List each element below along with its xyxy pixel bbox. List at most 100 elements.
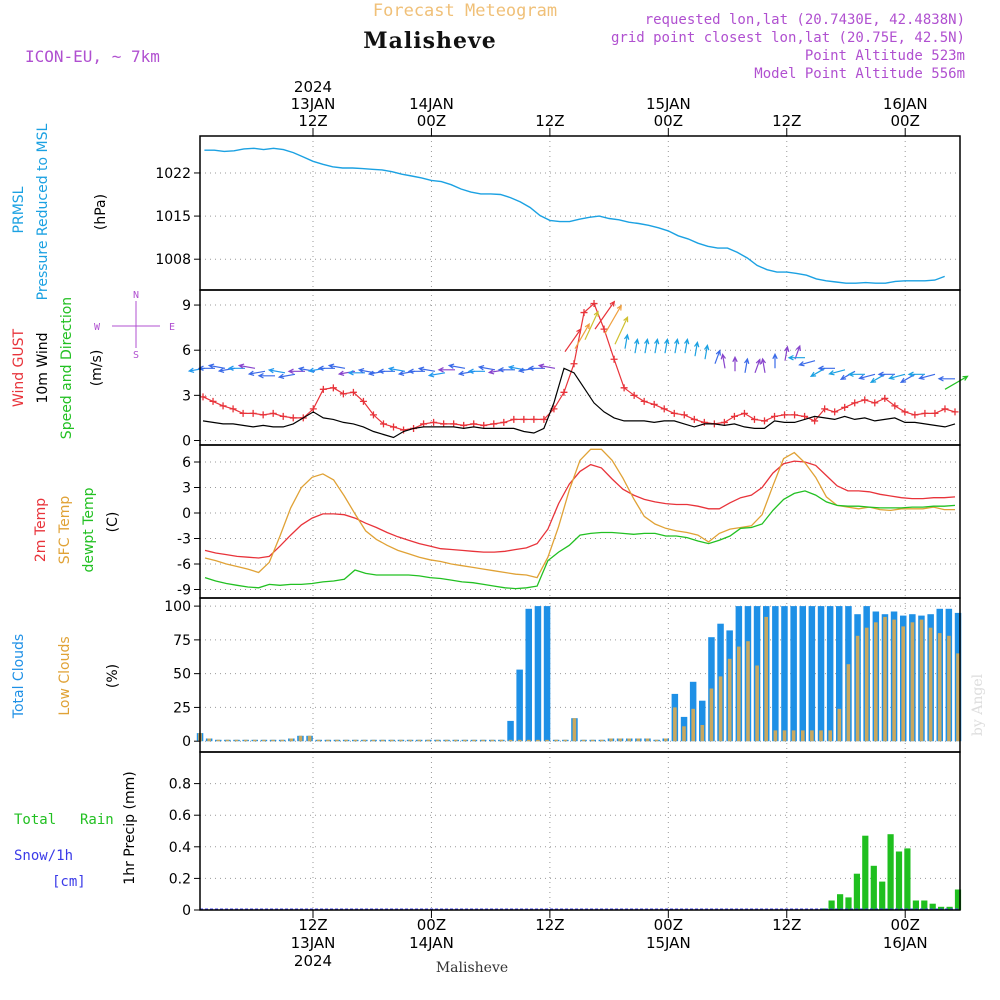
gust-marker bbox=[390, 423, 398, 431]
data-layer bbox=[187, 147, 969, 910]
gust-marker bbox=[470, 420, 478, 428]
low-cloud-bar bbox=[892, 619, 896, 742]
low-cloud-bar bbox=[645, 738, 650, 742]
pressure-label-2: Pressure Reduced to MSL bbox=[35, 123, 51, 300]
low-cloud-bar bbox=[554, 739, 558, 742]
top-time-label: 15JAN bbox=[646, 95, 691, 113]
top-time-label: 00Z bbox=[417, 112, 446, 130]
gust-marker bbox=[660, 405, 668, 413]
low-cloud-bar bbox=[380, 739, 385, 742]
wind-arrow bbox=[754, 358, 761, 374]
gust-marker bbox=[871, 399, 879, 407]
temp-dewpt-line bbox=[204, 490, 956, 590]
gust-marker bbox=[730, 412, 738, 420]
gust-marker bbox=[670, 409, 678, 417]
low-cloud-bar bbox=[563, 739, 568, 742]
gust-marker bbox=[379, 420, 387, 428]
low-cloud-bar bbox=[326, 739, 330, 742]
wind-arrow bbox=[467, 368, 485, 374]
low-cloud-bar bbox=[956, 653, 960, 742]
wind-arrow bbox=[704, 344, 710, 360]
top-time-label: 14JAN bbox=[409, 95, 454, 113]
gust-marker bbox=[911, 411, 919, 419]
chart-title: Forecast Meteogram bbox=[373, 1, 557, 21]
low-cloud-bar bbox=[664, 738, 668, 742]
low-cloud-bar bbox=[773, 730, 778, 742]
rain-bar bbox=[921, 900, 928, 910]
y-tick-label: 0 bbox=[182, 903, 191, 919]
bottom-time-label: 00Z bbox=[417, 916, 446, 934]
y-tick-label: 0.2 bbox=[169, 871, 191, 887]
wind-arrow bbox=[888, 373, 906, 380]
low-cloud-bar bbox=[262, 739, 266, 742]
wind-arrow bbox=[624, 333, 630, 349]
total-cloud-bar bbox=[790, 606, 797, 742]
top-time-label: 12Z bbox=[298, 112, 327, 130]
low-cloud-bar bbox=[919, 619, 924, 742]
low-cloud-bar bbox=[910, 622, 915, 742]
low-cloud-bar bbox=[901, 626, 905, 742]
low-cloud-bar bbox=[947, 635, 951, 742]
wind-arrow bbox=[798, 360, 816, 367]
gust-marker bbox=[440, 420, 448, 428]
low-cloud-bar bbox=[527, 739, 531, 742]
y-tick-label: 1008 bbox=[155, 252, 191, 268]
gust-marker bbox=[801, 412, 809, 420]
gust-marker bbox=[560, 388, 568, 396]
wind-arrow bbox=[257, 373, 275, 379]
gust-marker bbox=[269, 409, 277, 417]
pressure-unit: (hPa) bbox=[93, 194, 109, 230]
clouds-unit: (%) bbox=[105, 664, 121, 688]
temp-dewpt-label: dewpt Temp bbox=[81, 487, 97, 572]
low-cloud-bar bbox=[426, 739, 431, 742]
low-cloud-bar bbox=[417, 739, 421, 742]
low-cloud-bar bbox=[344, 739, 348, 742]
wind-arrow bbox=[417, 366, 436, 372]
bottom-time-label: 13JAN bbox=[291, 934, 336, 952]
low-cloud-bar bbox=[371, 739, 376, 742]
gust-marker bbox=[640, 397, 648, 405]
y-tick-label: 0 bbox=[182, 433, 191, 449]
gust-marker bbox=[500, 418, 508, 426]
gust-marker bbox=[510, 415, 518, 423]
top-time-label: 12Z bbox=[772, 112, 801, 130]
gust-marker bbox=[400, 426, 408, 434]
total-cloud-bar bbox=[817, 606, 825, 742]
watermark: by Angel bbox=[970, 673, 986, 736]
rain-bar bbox=[845, 897, 852, 910]
low-cloud-bar bbox=[508, 739, 513, 742]
pressure-label-1: PRMSL bbox=[11, 186, 27, 233]
y-tick-label: -9 bbox=[177, 583, 191, 599]
rain-bar bbox=[895, 851, 903, 910]
gust-marker bbox=[811, 417, 819, 425]
wind-unit: (m/s) bbox=[89, 350, 105, 387]
low-cloud-bar bbox=[572, 718, 577, 742]
gust-marker bbox=[540, 415, 548, 423]
gust-marker bbox=[460, 421, 468, 429]
gust-marker bbox=[901, 408, 909, 416]
y-tick-label: -3 bbox=[177, 532, 191, 548]
wind-gust-label: Wind GUST bbox=[11, 328, 27, 407]
wind-arrow bbox=[858, 373, 876, 380]
wind-arrow bbox=[784, 345, 790, 361]
low-cloud-bar bbox=[928, 627, 933, 742]
gust-marker bbox=[209, 397, 217, 405]
y-tick-label: 0.4 bbox=[169, 840, 191, 856]
wind-arrow bbox=[744, 357, 750, 373]
gust-marker bbox=[219, 402, 227, 410]
y-tick-label: 6 bbox=[182, 343, 191, 359]
gust-marker bbox=[791, 411, 799, 419]
rain-bar bbox=[938, 906, 945, 910]
wind-arrow bbox=[477, 365, 496, 371]
wind-arrow bbox=[634, 338, 640, 354]
gust-marker bbox=[941, 405, 949, 413]
footer-location: Malisheve bbox=[436, 960, 508, 976]
bottom-time-label: 00Z bbox=[891, 916, 920, 934]
wind-speed-dir-label: Speed and Direction bbox=[59, 297, 75, 439]
total-cloud-bar bbox=[516, 669, 523, 742]
bottom-time-label: 12Z bbox=[535, 916, 564, 934]
top-time-label: 16JAN bbox=[883, 95, 928, 113]
low-cloud-bar bbox=[399, 739, 403, 742]
low-cloud-bar bbox=[846, 664, 851, 742]
wind-line bbox=[202, 367, 956, 439]
